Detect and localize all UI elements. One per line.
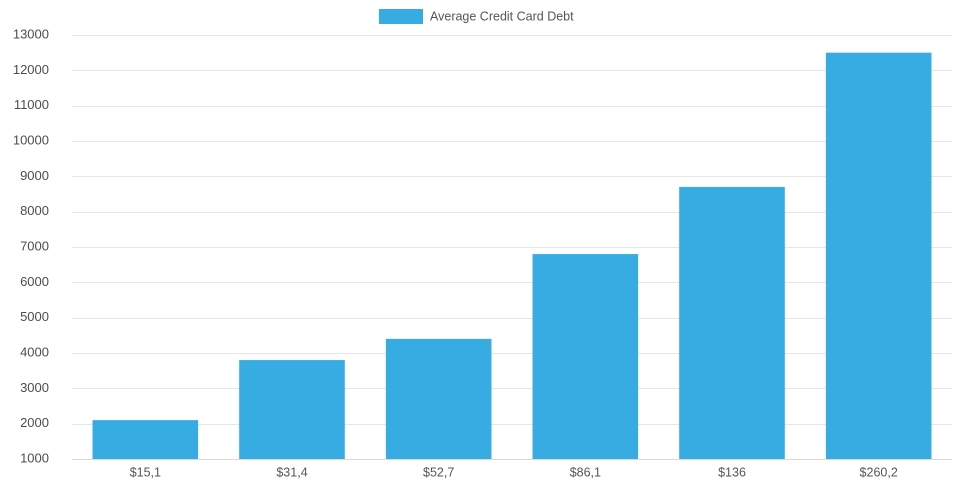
x-tick-label: $260,2	[860, 465, 898, 479]
x-tick-label: $52,7	[423, 465, 454, 479]
x-tick-label: $86,1	[570, 465, 601, 479]
bar[interactable]	[239, 360, 345, 459]
legend-swatch[interactable]	[379, 9, 423, 24]
x-axis: $15,1 $31,4 $52,7 $86,1 $136 $260,2	[130, 465, 898, 479]
y-tick-label: 6000	[20, 274, 49, 289]
bar[interactable]	[92, 420, 199, 459]
x-tick-label: $15,1	[130, 465, 161, 479]
y-tick-label: 3000	[20, 380, 49, 395]
bar[interactable]	[532, 254, 639, 459]
y-tick-label: 4000	[20, 344, 49, 359]
y-axis: 1000 2000 3000 4000 5000 6000 7000 8000 9000 1000…	[13, 26, 49, 465]
legend[interactable]: Average Credit Card Debt	[379, 9, 574, 24]
y-tick-label: 8000	[20, 203, 49, 218]
y-tick-label: 7000	[20, 238, 49, 253]
y-tick-label: 9000	[20, 168, 49, 183]
y-tick-label: 13000	[13, 26, 49, 41]
y-tick-label: 10000	[13, 132, 49, 147]
grid-lines	[72, 35, 952, 460]
bar[interactable]	[385, 338, 492, 459]
y-tick-label: 5000	[20, 309, 49, 324]
bar[interactable]	[679, 186, 785, 459]
bars	[92, 52, 932, 460]
y-tick-label: 1000	[20, 450, 49, 465]
bar[interactable]	[825, 52, 932, 460]
legend-label[interactable]: Average Credit Card Debt	[430, 9, 574, 23]
y-tick-label: 2000	[20, 415, 49, 430]
x-tick-label: $136	[718, 465, 746, 479]
x-tick-label: $31,4	[276, 465, 307, 479]
y-tick-label: 12000	[13, 62, 49, 77]
y-tick-label: 11000	[14, 97, 49, 112]
